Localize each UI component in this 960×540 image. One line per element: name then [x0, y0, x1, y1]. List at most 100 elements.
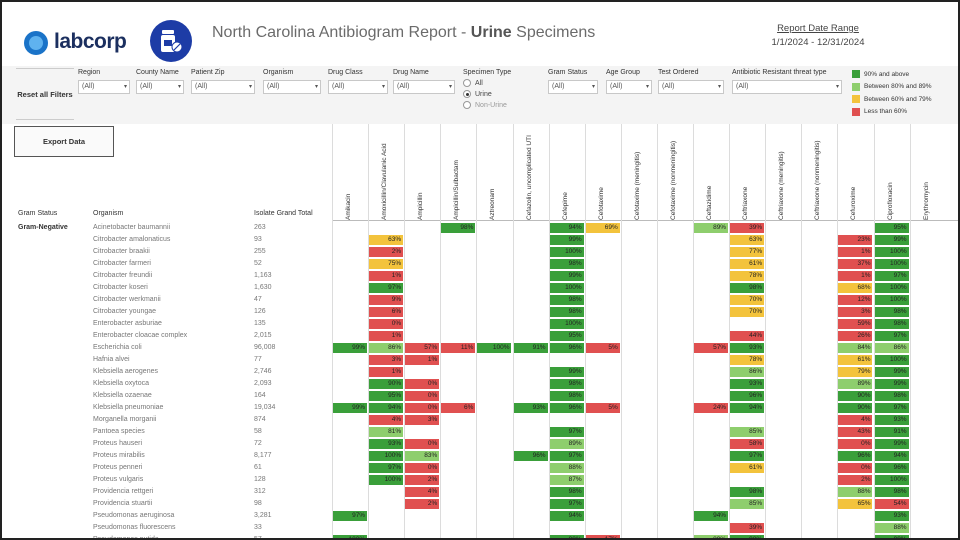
organism-cell[interactable]: Citrobacter werkmanii: [93, 296, 161, 303]
susceptibility-cell[interactable]: 63%: [730, 235, 765, 245]
susceptibility-cell[interactable]: 99%: [549, 535, 584, 538]
susceptibility-cell[interactable]: 97%: [369, 283, 404, 293]
susceptibility-cell[interactable]: 1%: [369, 331, 404, 341]
susceptibility-cell[interactable]: 3%: [405, 415, 440, 425]
susceptibility-cell[interactable]: 26%: [838, 331, 873, 341]
drug-column-header[interactable]: Cefotaxime (nonmeningitis): [665, 128, 683, 220]
susceptibility-cell[interactable]: 1%: [838, 247, 873, 257]
organism-cell[interactable]: Hafnia alvei: [93, 356, 130, 363]
drug-column-header[interactable]: Ceftazidime: [701, 128, 719, 220]
susceptibility-cell[interactable]: 95%: [369, 391, 404, 401]
susceptibility-cell[interactable]: 17%: [585, 535, 620, 538]
organism-cell[interactable]: Citrobacter freundii: [93, 272, 153, 279]
drug-column-header[interactable]: Ceftriaxone: [737, 128, 755, 220]
susceptibility-cell[interactable]: 99%: [549, 235, 584, 245]
drug-column-header[interactable]: Cefepime: [557, 128, 575, 220]
susceptibility-cell[interactable]: 61%: [838, 355, 873, 365]
susceptibility-cell[interactable]: 23%: [838, 235, 873, 245]
organism-cell[interactable]: Klebsiella oxytoca: [93, 380, 150, 387]
susceptibility-cell[interactable]: 98%: [730, 283, 765, 293]
susceptibility-cell[interactable]: 61%: [730, 463, 765, 473]
susceptibility-cell[interactable]: 89%: [694, 223, 729, 233]
susceptibility-cell[interactable]: 97%: [874, 271, 909, 281]
susceptibility-cell[interactable]: 6%: [369, 307, 404, 317]
susceptibility-cell[interactable]: 1%: [369, 367, 404, 377]
organism-cell[interactable]: Enterobacter asburiae: [93, 320, 162, 327]
organism-cell[interactable]: Pseudomonas fluorescens: [93, 524, 176, 531]
susceptibility-cell[interactable]: 70%: [730, 295, 765, 305]
susceptibility-cell[interactable]: 94%: [369, 403, 404, 413]
organism-cell[interactable]: Klebsiella aerogenes: [93, 368, 158, 375]
drug-column-header[interactable]: Cefuroxime: [845, 128, 863, 220]
region-select[interactable]: (All) ▾: [78, 80, 130, 94]
susceptibility-cell[interactable]: 93%: [369, 439, 404, 449]
susceptibility-cell[interactable]: 89%: [549, 439, 584, 449]
susceptibility-cell[interactable]: 98%: [874, 307, 909, 317]
resistant-threat-select[interactable]: (All) ▾: [732, 80, 842, 94]
organism-cell[interactable]: Pseudomonas putida: [93, 536, 159, 540]
susceptibility-cell[interactable]: 94%: [694, 511, 729, 521]
drug-column-header[interactable]: Aztreonam: [484, 128, 502, 220]
susceptibility-cell[interactable]: 96%: [549, 403, 584, 413]
test-ordered-select[interactable]: (All) ▾: [658, 80, 724, 94]
susceptibility-cell[interactable]: 84%: [838, 343, 873, 353]
susceptibility-cell[interactable]: 2%: [405, 475, 440, 485]
susceptibility-cell[interactable]: 96%: [513, 451, 548, 461]
drug-column-header[interactable]: Ampicillin: [412, 128, 430, 220]
susceptibility-cell[interactable]: 3%: [369, 355, 404, 365]
susceptibility-cell[interactable]: 100%: [477, 343, 512, 353]
susceptibility-cell[interactable]: 90%: [838, 403, 873, 413]
susceptibility-cell[interactable]: 70%: [730, 307, 765, 317]
susceptibility-cell[interactable]: 97%: [549, 451, 584, 461]
susceptibility-cell[interactable]: 90%: [838, 391, 873, 401]
susceptibility-cell[interactable]: 100%: [333, 535, 368, 538]
susceptibility-cell[interactable]: 4%: [838, 415, 873, 425]
organism-cell[interactable]: Pseudomonas aeruginosa: [93, 512, 175, 519]
organism-cell[interactable]: Klebsiella pneumoniae: [93, 404, 164, 411]
organism-cell[interactable]: Morganella morganii: [93, 416, 157, 423]
susceptibility-cell[interactable]: 99%: [874, 439, 909, 449]
organism-header[interactable]: Organism: [93, 210, 124, 217]
susceptibility-cell[interactable]: 97%: [333, 511, 368, 521]
susceptibility-cell[interactable]: 1%: [405, 355, 440, 365]
susceptibility-cell[interactable]: 93%: [513, 403, 548, 413]
susceptibility-cell[interactable]: 86%: [369, 343, 404, 353]
susceptibility-cell[interactable]: 97%: [730, 451, 765, 461]
susceptibility-cell[interactable]: 3%: [838, 307, 873, 317]
susceptibility-cell[interactable]: 97%: [549, 427, 584, 437]
susceptibility-cell[interactable]: 95%: [874, 223, 909, 233]
susceptibility-cell[interactable]: 98%: [874, 487, 909, 497]
drug-column-header[interactable]: Ciprofloxacin: [882, 128, 900, 220]
organism-cell[interactable]: Proteus hauseri: [93, 440, 143, 447]
susceptibility-cell[interactable]: 75%: [369, 259, 404, 269]
age-group-select[interactable]: (All) ▾: [606, 80, 652, 94]
organism-select[interactable]: (All) ▾: [263, 80, 321, 94]
susceptibility-cell[interactable]: 100%: [549, 247, 584, 257]
drug-column-header[interactable]: Ceftriaxone (meningitis): [773, 128, 791, 220]
susceptibility-cell[interactable]: 88%: [549, 463, 584, 473]
susceptibility-cell[interactable]: 100%: [874, 247, 909, 257]
susceptibility-cell[interactable]: 0%: [405, 403, 440, 413]
susceptibility-cell[interactable]: 63%: [369, 235, 404, 245]
county-select[interactable]: (All) ▾: [136, 80, 184, 94]
organism-cell[interactable]: Citrobacter youngae: [93, 308, 157, 315]
susceptibility-cell[interactable]: 93%: [730, 379, 765, 389]
susceptibility-cell[interactable]: 69%: [585, 223, 620, 233]
susceptibility-cell[interactable]: 85%: [730, 499, 765, 509]
susceptibility-cell[interactable]: 94%: [874, 451, 909, 461]
susceptibility-cell[interactable]: 99%: [549, 367, 584, 377]
susceptibility-cell[interactable]: 43%: [838, 427, 873, 437]
susceptibility-cell[interactable]: 97%: [874, 403, 909, 413]
date-range-title[interactable]: Report Date Range: [777, 23, 859, 34]
susceptibility-cell[interactable]: 90%: [369, 379, 404, 389]
susceptibility-cell[interactable]: 2%: [838, 475, 873, 485]
drug-column-header[interactable]: Erythromycin: [918, 128, 936, 220]
susceptibility-cell[interactable]: 81%: [369, 427, 404, 437]
organism-cell[interactable]: Citrobacter koseri: [93, 284, 148, 291]
susceptibility-cell[interactable]: 5%: [585, 403, 620, 413]
organism-cell[interactable]: Enterobacter cloacae complex: [93, 332, 188, 339]
specimen-option-non-urine[interactable]: Non-Urine: [463, 101, 511, 109]
susceptibility-cell[interactable]: 97%: [549, 499, 584, 509]
susceptibility-cell[interactable]: 57%: [405, 343, 440, 353]
susceptibility-cell[interactable]: 100%: [369, 451, 404, 461]
